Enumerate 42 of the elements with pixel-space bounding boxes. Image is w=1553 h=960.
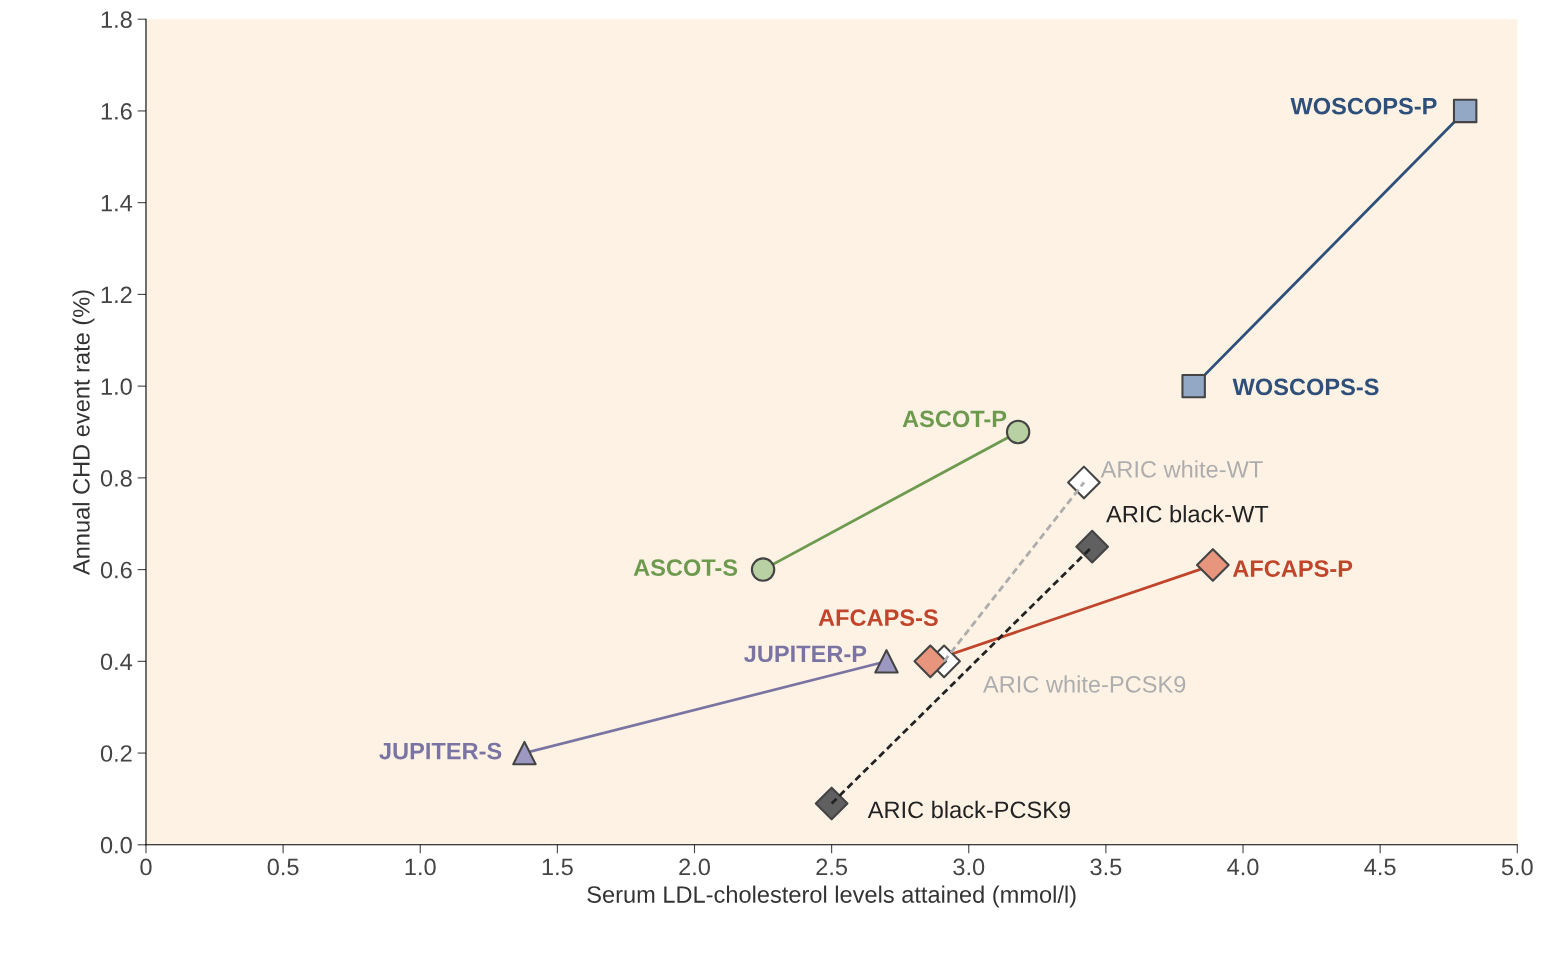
point: [814, 786, 849, 821]
x-tick-label: 4.5: [1364, 858, 1396, 876]
y-tick-label: 1.2: [101, 286, 132, 303]
annotation: WOSCOPS-S: [1232, 378, 1379, 396]
annotation: ARIC white-WT: [1100, 460, 1263, 478]
y-tick-label: 1.4: [101, 194, 133, 212]
y-tick-label: 0.2: [100, 745, 132, 762]
point: [1181, 373, 1206, 399]
x-tick-label: 3.5: [1090, 858, 1122, 876]
y-tick-label: 1.0: [101, 378, 132, 395]
annotation: JUPITER-S: [379, 742, 502, 760]
annotation: ARIC black-PCSK9: [867, 800, 1070, 819]
annotation: ASCOT-P: [902, 410, 1007, 428]
x-axis-title: Serum LDL-cholesterol levels attained (mmol/l): [587, 885, 1076, 908]
y-tick-label: 0.4: [100, 653, 133, 671]
x-tick-label: 0.5: [267, 858, 299, 876]
annotation: ARIC white-PCSK9: [983, 675, 1186, 693]
x-tick-label: 2.5: [816, 858, 848, 876]
x-tick-label: 3.0: [953, 858, 985, 876]
y-tick-label: 0.8: [100, 469, 132, 487]
point: [1195, 548, 1230, 582]
y-tick-label: 0.6: [100, 561, 132, 579]
point: [1067, 465, 1101, 500]
annotation: WOSCOPS-P: [1290, 97, 1437, 115]
annotation: AFCAPS-S: [818, 609, 938, 626]
annotation: AFCAPS-P: [1232, 560, 1353, 577]
x-tick-label: 0: [140, 858, 152, 876]
y-tick-label: 1.8: [101, 11, 132, 28]
x-tick-label: 1.5: [542, 858, 573, 876]
annotation: ARIC black-WT: [1106, 505, 1269, 523]
y-axis-title: Annual CHD event rate (%): [72, 290, 95, 575]
x-tick-label: 4.0: [1227, 858, 1259, 876]
point: [1075, 529, 1110, 564]
annotation: JUPITER-P: [744, 645, 867, 663]
x-tick-label: 5.0: [1501, 858, 1533, 876]
point: [913, 644, 948, 679]
x-tick-label: 1.0: [405, 858, 436, 876]
x-tick-label: 2.0: [679, 858, 710, 876]
y-tick-label: 0.0: [100, 836, 132, 854]
annotation: ASCOT-S: [633, 559, 738, 576]
point: [1452, 98, 1478, 124]
y-tick-label: 1.6: [101, 103, 132, 120]
